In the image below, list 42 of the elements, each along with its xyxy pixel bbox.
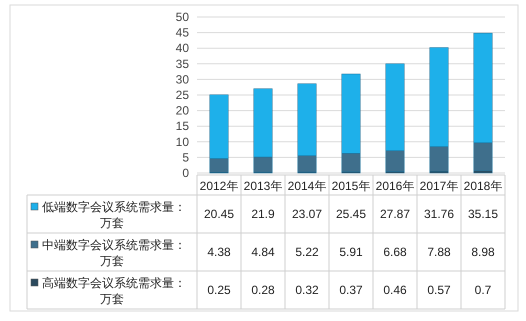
data-label: 0.46: [383, 283, 407, 297]
data-label: 20.45: [204, 207, 234, 221]
data-label: 25.45: [336, 207, 366, 221]
data-label: 6.68: [383, 245, 407, 259]
data-label: 0.7: [474, 283, 492, 297]
y-tick-label: 45: [176, 26, 190, 40]
x-tick-label: 2017年: [420, 179, 458, 193]
data-label: 27.87: [380, 207, 410, 221]
y-tick-label: 35: [176, 56, 190, 71]
data-label: 4.38: [207, 245, 231, 259]
data-label: 7.88: [427, 245, 451, 259]
data-label: 5.22: [295, 245, 319, 259]
legend-label: 低端数字会议系统需求量：万套: [42, 200, 186, 230]
data-label: 0.28: [251, 283, 275, 297]
x-tick-label: 2015年: [332, 179, 370, 193]
x-tick-label: 2013年: [244, 179, 282, 193]
x-tick-label: 2012年: [200, 179, 238, 193]
x-tick-label: 2016年: [376, 179, 414, 193]
data-label: 8.98: [471, 245, 495, 259]
data-label: 5.91: [339, 245, 363, 259]
data-label: 21.9: [251, 207, 275, 221]
data-label: 0.25: [207, 283, 231, 297]
y-tick-label: 40: [176, 41, 190, 56]
data-label: 31.76: [424, 207, 454, 221]
data-label: 0.32: [295, 283, 319, 297]
y-tick-label: 5: [182, 150, 190, 164]
data-label: 0.37: [339, 283, 363, 297]
data-label: 0.57: [427, 283, 451, 297]
data-label: 4.84: [251, 245, 275, 259]
data-label: 35.15: [468, 207, 498, 221]
y-tick-label: 10: [176, 134, 190, 149]
x-tick-label: 2018年: [464, 179, 502, 193]
legend-label: 高端数字会议系统需求量：万套: [42, 276, 186, 306]
legend-label: 中端数字会议系统需求量：万套: [42, 238, 186, 268]
y-tick-label: 50: [176, 10, 190, 24]
y-tick-label: 20: [176, 104, 190, 118]
x-tick-label: 2014年: [288, 179, 326, 193]
y-tick-label: 25: [176, 88, 190, 102]
y-tick-label: 0: [182, 166, 190, 180]
data-label: 23.07: [292, 207, 322, 221]
y-tick-label: 30: [176, 72, 190, 86]
y-tick-label: 15: [176, 119, 190, 134]
